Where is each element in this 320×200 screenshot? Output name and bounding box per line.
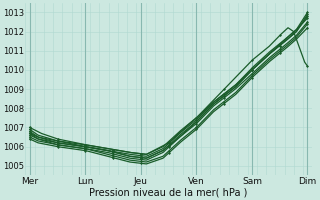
X-axis label: Pression niveau de la mer( hPa ): Pression niveau de la mer( hPa ) <box>89 187 248 197</box>
